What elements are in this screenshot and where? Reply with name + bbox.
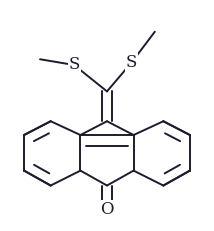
Text: O: O [100,201,114,218]
Text: S: S [126,54,137,71]
Text: S: S [68,57,80,73]
